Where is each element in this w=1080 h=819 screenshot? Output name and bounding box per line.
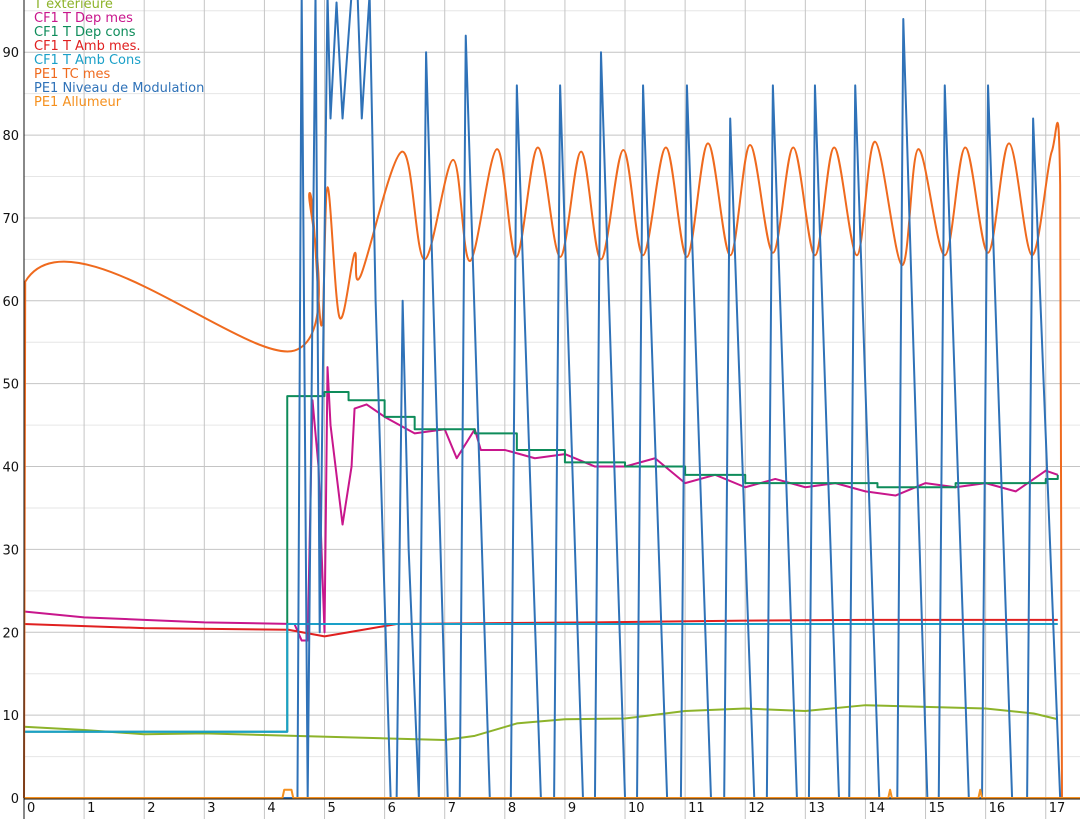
x-tick-label: 4 xyxy=(267,801,275,816)
x-tick-label: 5 xyxy=(328,801,336,816)
legend-item-cf1-t-amb-mes: CF1 T Amb mes. xyxy=(34,39,141,54)
x-tick-label: 7 xyxy=(448,801,456,816)
x-tick-label: 8 xyxy=(508,801,516,816)
x-tick-label: 11 xyxy=(688,801,705,816)
x-tick-label: 16 xyxy=(989,801,1006,816)
legend-item-t-exte-rieure: T extérieure xyxy=(34,0,113,12)
legend: T extérieure CF1 T Dep mes CF1 T Dep cons C… xyxy=(34,0,204,110)
legend-item-pe1-niveau-de-modulation: PE1 Niveau de Modulation xyxy=(34,81,205,96)
x-tick-label: 15 xyxy=(929,801,946,816)
y-tick-label: 20 xyxy=(2,626,19,641)
series-line-cf1-t-dep-cons xyxy=(24,390,1059,733)
x-tick-label: 12 xyxy=(748,801,765,816)
legend-item-cf1-t-amb-cons: CF1 T Amb Cons xyxy=(34,53,142,68)
x-tick-label: 2 xyxy=(147,801,155,816)
x-tick-label: 0 xyxy=(27,801,35,816)
series-line-cf1-t-dep-mes xyxy=(23,366,1059,642)
series-group xyxy=(23,0,1080,799)
series-line-cf1-t-amb-cons xyxy=(24,622,1058,733)
y-tick-label: 80 xyxy=(2,129,19,144)
x-tick-label: 9 xyxy=(568,801,576,816)
x-tick-label: 1 xyxy=(87,801,95,816)
y-tick-label: 50 xyxy=(2,378,19,393)
x-tick-label: 3 xyxy=(207,801,215,816)
x-tick-label: 10 xyxy=(628,801,645,816)
series-line-pe1-niveau-de-modulation xyxy=(24,0,1062,799)
y-tick-label: 0 xyxy=(11,792,19,807)
series-line-t-exte-rieure xyxy=(23,704,1058,741)
legend-item-cf1-t-dep-cons: CF1 T Dep cons xyxy=(34,25,136,40)
y-tick-label: 40 xyxy=(2,461,19,476)
legend-item-cf1-t-dep-mes: CF1 T Dep mes xyxy=(34,11,133,26)
y-tick-label: 70 xyxy=(2,212,19,227)
x-tick-label: 13 xyxy=(808,801,825,816)
y-tick-label: 60 xyxy=(2,295,19,310)
y-tick-label: 10 xyxy=(2,709,19,724)
series-line-pe1-tc-mes xyxy=(23,121,1063,799)
series-line-cf1-t-amb-mes xyxy=(23,618,1058,638)
series-line-pe1-allumeur xyxy=(24,788,1080,799)
grid xyxy=(24,0,1080,819)
y-tick-label: 30 xyxy=(2,543,19,558)
x-tick-label: 14 xyxy=(868,801,885,816)
y-tick-label: 90 xyxy=(2,46,19,61)
x-tick-label: 6 xyxy=(388,801,396,816)
legend-item-pe1-allumeur: PE1 Allumeur xyxy=(34,95,122,110)
x-tick-label: 17 xyxy=(1049,801,1066,816)
legend-item-pe1-tc-mes: PE1 TC mes xyxy=(34,67,111,82)
